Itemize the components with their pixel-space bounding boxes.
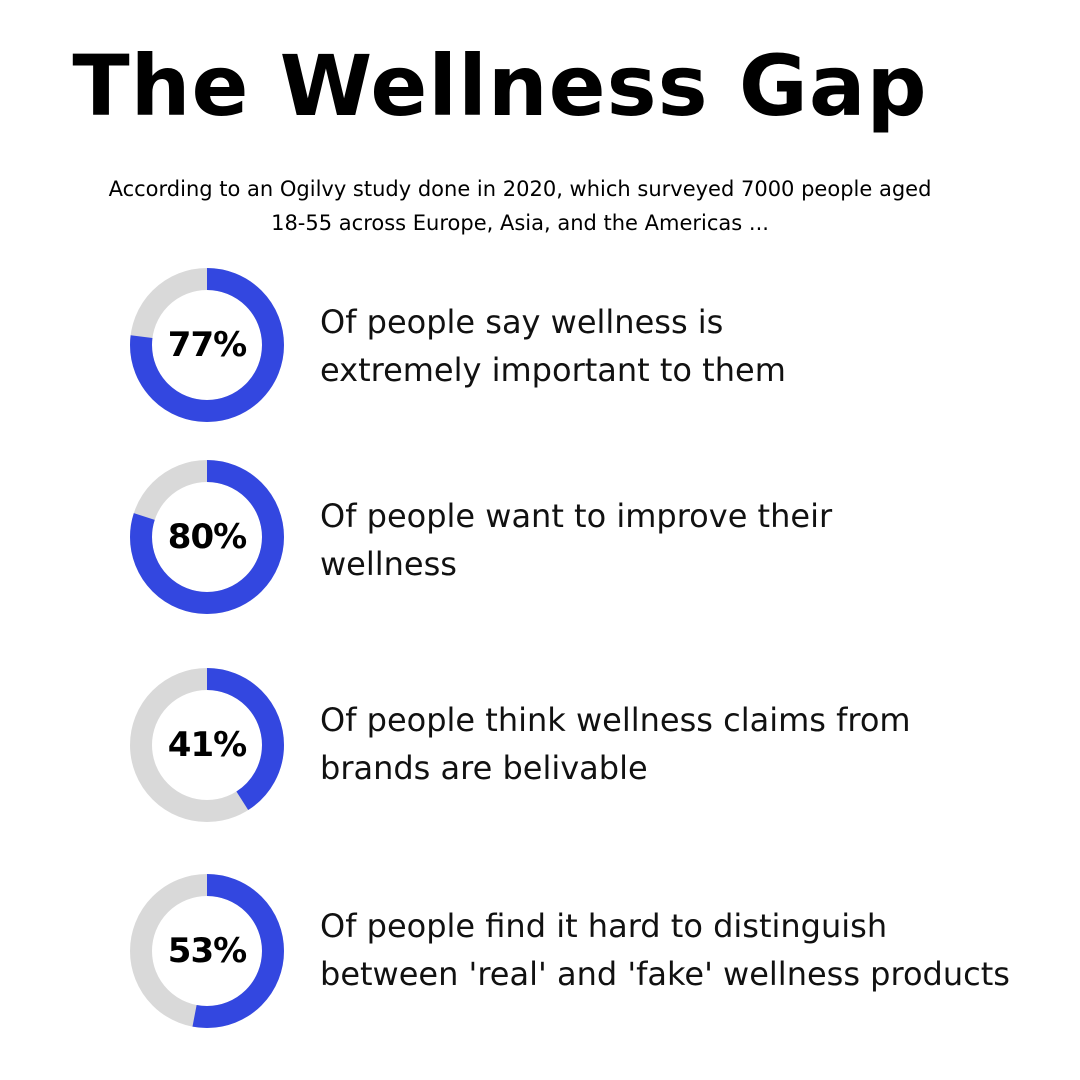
donut-chart: 80% bbox=[122, 452, 292, 622]
donut-svg bbox=[130, 874, 284, 1028]
percentage-label: 77% bbox=[167, 325, 247, 365]
stat-description: Of people think wellness claims from bra… bbox=[320, 701, 911, 787]
donut-chart: 41% bbox=[122, 660, 292, 830]
donut-svg bbox=[130, 268, 284, 422]
donut-value-arc bbox=[130, 668, 284, 822]
stat-item: 80% Of people want to improve their well… bbox=[0, 452, 1080, 622]
donut-value-arc bbox=[130, 460, 284, 614]
donut-chart: 53% bbox=[122, 866, 292, 1036]
stat-item: 41% Of people think wellness claims from… bbox=[0, 660, 1080, 830]
percentage-label: 80% bbox=[167, 517, 247, 557]
stat-description: Of people say wellness is extremely impo… bbox=[320, 303, 786, 389]
stat-item: 53% Of people find it hard to distinguis… bbox=[0, 866, 1080, 1036]
stat-item: 77% Of people say wellness is extremely … bbox=[0, 260, 1080, 430]
donut-chart: 77% bbox=[122, 260, 292, 430]
donut-value-arc bbox=[130, 268, 284, 422]
donut-value-arc bbox=[130, 874, 284, 1028]
donut-svg bbox=[130, 668, 284, 822]
stat-description: Of people want to improve their wellness bbox=[320, 497, 833, 583]
stat-description: Of people find it hard to distinguish be… bbox=[320, 907, 1010, 993]
percentage-label: 53% bbox=[167, 931, 247, 971]
page-title: The Wellness Gap bbox=[72, 37, 928, 135]
donut-svg bbox=[130, 460, 284, 614]
intro-text: According to an Ogilvy study done in 202… bbox=[108, 177, 932, 235]
percentage-label: 41% bbox=[167, 725, 247, 765]
